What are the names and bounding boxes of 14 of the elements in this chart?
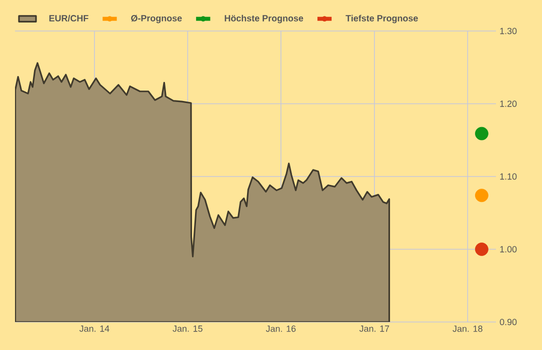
legend-label: Tiefste Prognose bbox=[346, 14, 418, 24]
y-tick-label: 1.10 bbox=[500, 173, 517, 180]
legend-label: Ø-Prognose bbox=[131, 14, 182, 24]
y-tick-label: 1.00 bbox=[500, 246, 517, 252]
x-tick-label: Jan. 16 bbox=[266, 326, 296, 332]
legend-label: Höchste Prognose bbox=[224, 14, 304, 24]
legend-label: EUR/CHF bbox=[49, 14, 88, 22]
x-tick-label: Jan. 18 bbox=[452, 326, 482, 332]
y-tick-label: 1.30 bbox=[500, 28, 517, 34]
x-tick-label: Jan. 15 bbox=[172, 326, 202, 332]
x-tick-label: Jan. 17 bbox=[359, 326, 390, 332]
y-tick-label: 1.20 bbox=[500, 100, 517, 107]
y-tick-label: 0.90 bbox=[500, 318, 517, 326]
x-tick-label: Jan. 14 bbox=[79, 326, 110, 332]
